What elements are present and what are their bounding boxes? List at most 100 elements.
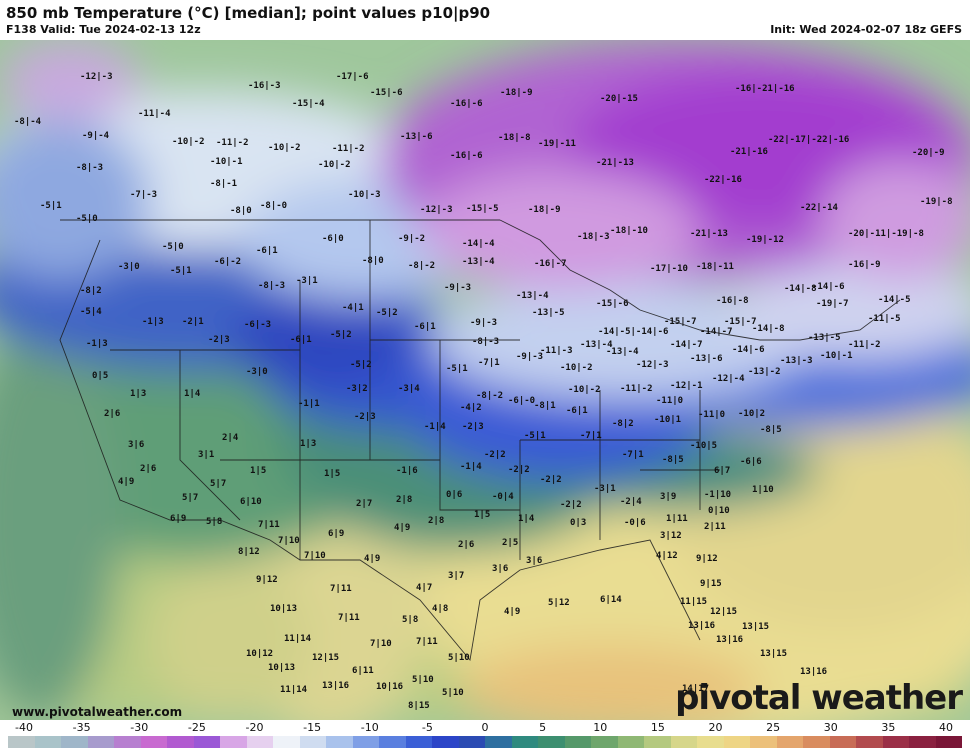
point-value-label: 3|1	[198, 450, 215, 460]
point-value-label: 7|10	[278, 536, 300, 546]
point-value-label: -5|1	[524, 431, 546, 441]
point-value-label: -6|1	[290, 335, 312, 345]
point-value-label: -13|-2	[748, 367, 781, 377]
point-value-label: -14|-7	[670, 340, 703, 350]
point-value-label: 1|10	[752, 485, 774, 495]
point-value-label: 1|11	[666, 514, 688, 524]
point-value-label: 12|15	[312, 653, 340, 663]
point-value-label: 6|14	[600, 595, 622, 605]
point-value-label: -10|-2	[560, 363, 593, 373]
point-value-label: 2|6	[458, 540, 475, 550]
point-value-label: -15|-5	[466, 204, 499, 214]
point-value-label: 1|5	[250, 466, 267, 476]
colorbar-swatch	[538, 736, 565, 748]
point-value-label: -3|1	[594, 484, 616, 494]
point-value-label: -12|-1	[670, 381, 703, 391]
point-value-label: -3|0	[246, 367, 268, 377]
colorbar-swatch	[670, 736, 697, 748]
point-value-label: -8|-3	[472, 337, 500, 347]
point-value-label: 4|9	[364, 554, 381, 564]
point-value-label: -9|-3	[516, 352, 544, 362]
point-value-label: 6|9	[170, 514, 187, 524]
colorbar-swatch	[352, 736, 379, 748]
point-value-label: 1|5	[324, 469, 341, 479]
point-value-label: -16|-6	[450, 151, 483, 161]
point-value-label: -12|-3	[636, 360, 669, 370]
colorbar-swatch	[485, 736, 512, 748]
point-value-label: -6|1	[256, 246, 278, 256]
point-value-label: -16|-8	[716, 296, 749, 306]
point-value-label: -2|3	[462, 422, 484, 432]
point-value-label: -10|-2	[172, 137, 205, 147]
point-value-label: 4|7	[416, 583, 433, 593]
point-value-label: -11|-2	[848, 340, 881, 350]
point-value-label: -14|-8	[784, 284, 817, 294]
point-value-label: -7|1	[580, 431, 602, 441]
point-value-label: 6|10	[240, 497, 262, 507]
point-value-label: -22|-14	[800, 203, 838, 213]
point-value-label: 11|15	[680, 597, 708, 607]
point-value-label: -4|1	[342, 303, 364, 313]
colorbar-tick-label: 40	[939, 721, 953, 734]
point-value-label: -18|-9	[500, 88, 533, 98]
colorbar-tick-label: 0	[481, 721, 489, 734]
colorbar-swatch	[87, 736, 114, 748]
point-value-label: 5|8	[206, 517, 223, 527]
colorbar-swatch	[114, 736, 141, 748]
colorbar-swatch	[273, 736, 300, 748]
point-value-label: 7|10	[304, 551, 326, 561]
point-value-label: -8|-1	[210, 179, 238, 189]
point-value-label: -9|-3	[470, 318, 498, 328]
colorbar-swatch	[750, 736, 777, 748]
colorbar-swatch	[220, 736, 247, 748]
point-value-label: -7|1	[622, 450, 644, 460]
point-value-label: 5|7	[210, 479, 227, 489]
point-value-label: 11|14	[280, 685, 308, 695]
point-value-label: 2|11	[704, 522, 726, 532]
colorbar-swatch	[723, 736, 750, 748]
point-value-label: -0|4	[492, 492, 514, 502]
point-value-label: -8|-2	[476, 391, 504, 401]
colorbar-swatch	[458, 736, 485, 748]
point-value-label: -11|-2	[620, 384, 653, 394]
point-value-label: -10|-2	[268, 143, 301, 153]
point-value-label: -18|-10	[610, 226, 648, 236]
point-value-label: 3|9	[660, 492, 677, 502]
point-value-label: 2|6	[104, 409, 121, 419]
point-value-label: 5|10	[442, 688, 464, 698]
point-value-label: -12|-3	[80, 72, 113, 82]
pivotal-weather-logo: pivotal weather	[675, 678, 963, 718]
point-value-label: 2|7	[356, 499, 373, 509]
point-value-label: 1|4	[184, 389, 201, 399]
point-value-label: 4|9	[118, 477, 135, 487]
point-value-label: -10|5	[690, 441, 718, 451]
point-value-label: -5|0	[162, 242, 184, 252]
colorbar-swatch	[167, 736, 194, 748]
colorbar-ticks: -40 -35 -30 -25 -20 -15 -10 -5 0 5 10 15 20 25 30 35 40	[0, 720, 970, 734]
point-value-label: -5|1	[446, 364, 468, 374]
point-value-label: 13|16	[322, 681, 350, 691]
point-value-label: -6|6	[740, 457, 762, 467]
point-value-label: 3|6	[492, 564, 509, 574]
point-value-label: -10|-2	[568, 385, 601, 395]
colorbar-swatch	[909, 736, 936, 748]
point-value-label: -10|1	[654, 415, 682, 425]
colorbar-tick-label: 10	[593, 721, 608, 734]
point-value-label: 10|16	[376, 682, 404, 692]
point-value-label: 2|8	[396, 495, 413, 505]
point-value-label: 13|16	[800, 667, 828, 677]
point-value-label: -11|0	[656, 396, 684, 406]
point-value-label: -20|-15	[600, 94, 638, 104]
point-value-label: 7|11	[330, 584, 352, 594]
map-title: 850 mb Temperature (°C) [median]; point …	[6, 4, 491, 22]
point-value-label: -3|2	[346, 384, 368, 394]
valid-time: F138 Valid: Tue 2024-02-13 12z	[6, 23, 201, 36]
point-value-label: 13|16	[688, 621, 716, 631]
point-value-label: -16|-3	[248, 81, 281, 91]
point-value-label: -14|-5	[878, 295, 911, 305]
point-value-label: 3|6	[526, 556, 543, 566]
point-value-label: -13|-3	[780, 356, 813, 366]
colorbar-tick-label: -35	[72, 721, 91, 734]
point-value-label: 3|12	[660, 531, 682, 541]
point-value-label: -18|-8	[498, 133, 531, 143]
